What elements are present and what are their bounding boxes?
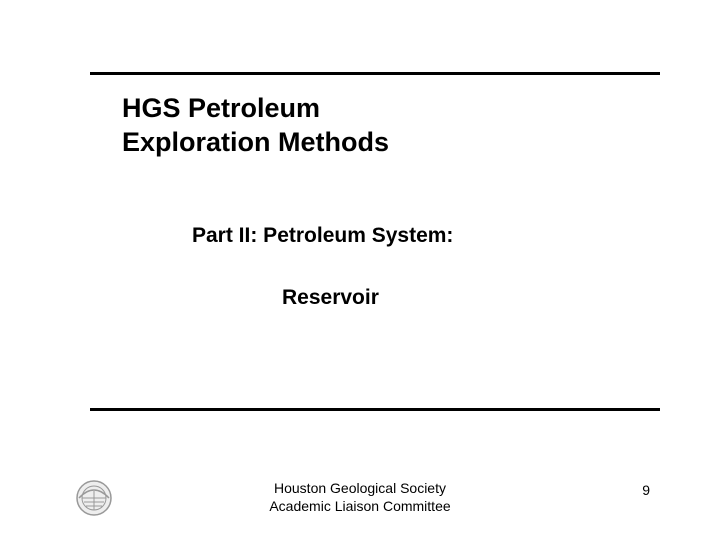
title-line-2: Exploration Methods [122, 127, 389, 157]
rule-top [90, 72, 660, 75]
slide-title: HGS Petroleum Exploration Methods [122, 92, 389, 160]
footer-committee: Academic Liaison Committee [269, 498, 450, 514]
footer: Houston Geological Society Academic Liai… [0, 480, 720, 515]
slide: HGS Petroleum Exploration Methods Part I… [0, 0, 720, 540]
page-number: 9 [642, 482, 650, 498]
slide-topic: Reservoir [282, 286, 379, 310]
title-line-1: HGS Petroleum [122, 93, 320, 123]
footer-org: Houston Geological Society [274, 480, 446, 496]
slide-subtitle: Part II: Petroleum System: [192, 224, 453, 248]
rule-bottom [90, 408, 660, 411]
